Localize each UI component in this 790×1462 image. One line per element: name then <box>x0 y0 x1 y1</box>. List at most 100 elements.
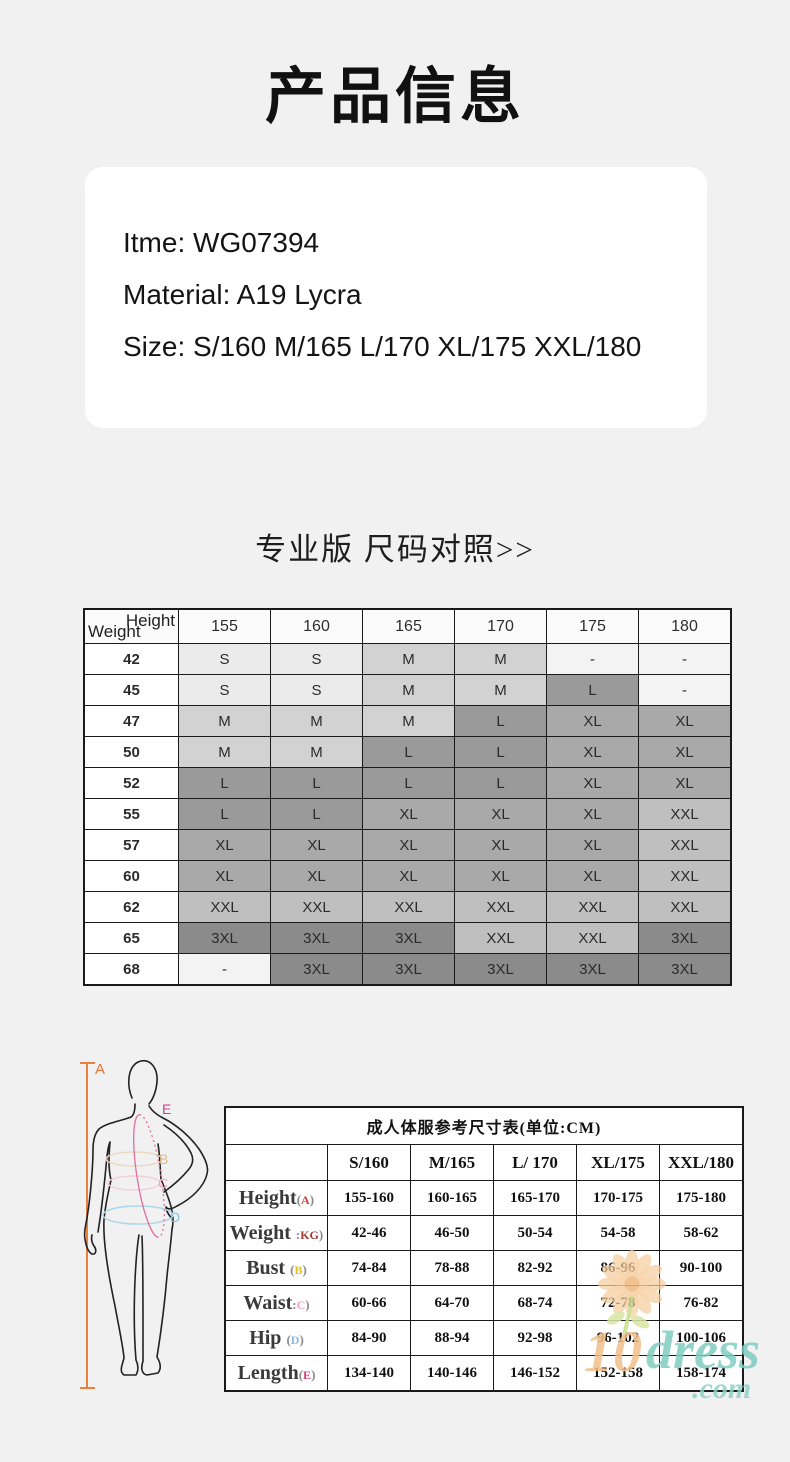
measurement-value-cell: 72-78 <box>576 1285 660 1321</box>
length-measure-loop <box>133 1114 165 1238</box>
measurement-row-label: Height(A) <box>224 1180 328 1216</box>
size-cell: S <box>178 674 271 706</box>
size-cell: M <box>454 643 547 675</box>
size-chart-row: 52 L L L L XL XL <box>83 767 732 799</box>
measurement-value-cell: 50-54 <box>493 1215 577 1251</box>
label-A: A <box>95 1061 105 1078</box>
size-cell: M <box>362 643 455 675</box>
measurement-row: Length(E) 134-140 140-146 146-152 152-158 158… <box>224 1355 744 1392</box>
size-cell: L <box>178 767 271 799</box>
weight-cell: 45 <box>83 674 179 706</box>
hip-ring <box>102 1205 174 1225</box>
size-cell: XL <box>362 860 455 892</box>
size-cell: XL <box>270 829 363 861</box>
label-B: B <box>159 1151 168 1167</box>
measurement-value-cell: 165-170 <box>493 1180 577 1216</box>
measurement-value-cell: 90-100 <box>659 1250 744 1286</box>
size-chart-row: 47 M M M L XL XL <box>83 705 732 737</box>
product-material-line: Material: A19 Lycra <box>123 279 362 310</box>
size-chart-table: Height Weight 155 160 165 170 175 180 42 S S M M - -45… <box>83 608 732 986</box>
measurement-row: Height(A) 155-160 160-165 165-170 170-175 175… <box>224 1180 744 1216</box>
measurement-value-cell: 96-102 <box>576 1320 660 1356</box>
size-cell: XL <box>546 829 639 861</box>
size-chart-row: 42 S S M M - - <box>83 643 732 675</box>
measurement-value-cell: 84-90 <box>327 1320 411 1356</box>
size-cell: XL <box>362 829 455 861</box>
measurement-value-cell: 88-94 <box>410 1320 494 1356</box>
measurement-row: Bust (B) 74-84 78-88 82-92 86-96 90-100 <box>224 1250 744 1286</box>
size-cell: M <box>362 705 455 737</box>
size-chart-row: 45 S S M M L - <box>83 674 732 706</box>
size-cell: XXL <box>638 798 732 830</box>
size-cell: - <box>638 674 732 706</box>
size-cell: XXL <box>546 891 639 923</box>
size-cell: 3XL <box>454 953 547 986</box>
measurement-row: Waist:C) 60-66 64-70 68-74 72-78 76-82 <box>224 1285 744 1321</box>
size-cell: XXL <box>638 891 732 923</box>
measurement-value-cell: 54-58 <box>576 1215 660 1251</box>
measurement-value-cell: 134-140 <box>327 1355 411 1392</box>
corner-height-label: Height <box>125 611 175 630</box>
size-cell: XL <box>546 705 639 737</box>
size-chart-corner-cell: Height Weight <box>83 608 179 644</box>
measurement-value-cell: 82-92 <box>493 1250 577 1286</box>
measurement-value-cell: 170-175 <box>576 1180 660 1216</box>
label-E: E <box>162 1101 171 1117</box>
size-chart-row: 68-3XL 3XL 3XL 3XL 3XL <box>83 953 732 986</box>
size-cell: L <box>546 674 639 706</box>
measurement-value-cell: 76-82 <box>659 1285 744 1321</box>
measurement-value-cell: 92-98 <box>493 1320 577 1356</box>
size-cell: M <box>454 674 547 706</box>
size-cell: 3XL <box>270 953 363 986</box>
waist-ring <box>107 1175 161 1191</box>
size-cell: XXL <box>270 891 363 923</box>
adult-size-reference-table: 成人体服参考尺寸表(单位:CM) S/160 M/165 L/ 170 XL/175 XX… <box>224 1106 744 1392</box>
size-cell: XL <box>270 860 363 892</box>
measurement-size-header: L/ 170 <box>493 1144 577 1181</box>
size-cell: L <box>362 736 455 768</box>
size-cell: XL <box>546 798 639 830</box>
height-measure-line <box>80 1062 95 1389</box>
size-cell: XL <box>546 736 639 768</box>
size-chart-row: 57 XL XL XL XL XL XXL <box>83 829 732 861</box>
measurement-value-cell: 78-88 <box>410 1250 494 1286</box>
size-cell: L <box>454 705 547 737</box>
size-cell: M <box>270 736 363 768</box>
size-cell: M <box>270 705 363 737</box>
size-cell: XL <box>178 860 271 892</box>
measurement-size-header: XXL/180 <box>659 1144 744 1181</box>
measurement-value-cell: 175-180 <box>659 1180 744 1216</box>
size-cell: S <box>270 643 363 675</box>
measurement-row-label: Bust (B) <box>224 1250 328 1286</box>
height-header-cell: 175 <box>546 608 639 644</box>
product-item-line: Itme: WG07394 <box>123 227 320 258</box>
corner-weight-label: Weight <box>88 622 141 641</box>
size-cell: S <box>270 674 363 706</box>
size-cell: 3XL <box>270 922 363 954</box>
size-chart-row: 55 L L XL XL XL XXL <box>83 798 732 830</box>
measurement-value-cell: 158-174 <box>659 1355 744 1392</box>
size-cell: XXL <box>638 860 732 892</box>
size-cell: XXL <box>362 891 455 923</box>
size-cell: S <box>178 643 271 675</box>
size-cell: 3XL <box>638 953 732 986</box>
size-cell: XL <box>638 736 732 768</box>
weight-cell: 55 <box>83 798 179 830</box>
weight-cell: 57 <box>83 829 179 861</box>
weight-cell: 42 <box>83 643 179 675</box>
measurement-value-cell: 152-158 <box>576 1355 660 1392</box>
measurement-value-cell: 64-70 <box>410 1285 494 1321</box>
height-header-cell: 155 <box>178 608 271 644</box>
weight-cell: 62 <box>83 891 179 923</box>
measurement-row-label: Waist:C) <box>224 1285 328 1321</box>
size-cell: L <box>454 736 547 768</box>
size-cell: XL <box>454 829 547 861</box>
page-title: 产品信息 <box>264 64 525 131</box>
weight-cell: 47 <box>83 705 179 737</box>
measurement-value-cell: 86-96 <box>576 1250 660 1286</box>
size-cell: 3XL <box>362 953 455 986</box>
measurement-row: Hip (D) 84-90 88-94 92-98 96-102 100-106 <box>224 1320 744 1356</box>
size-cell: XXL <box>638 829 732 861</box>
label-D: D <box>170 1209 180 1225</box>
measurement-value-cell: 160-165 <box>410 1180 494 1216</box>
